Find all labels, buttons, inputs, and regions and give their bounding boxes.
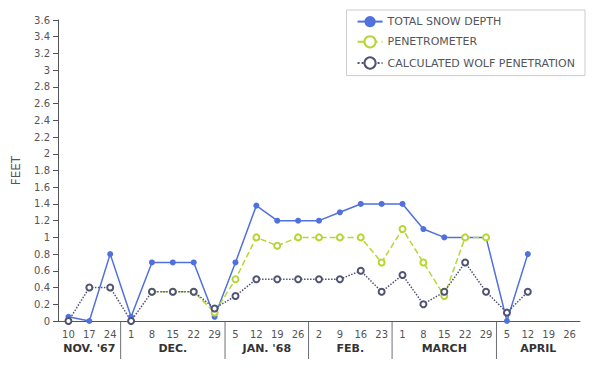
svg-text:CALCULATED WOLF PENETRATION: CALCULATED WOLF PENETRATION bbox=[388, 57, 575, 70]
svg-text:APRIL: APRIL bbox=[520, 342, 556, 355]
svg-text:1.8: 1.8 bbox=[34, 165, 50, 176]
svg-text:MARCH: MARCH bbox=[422, 342, 467, 355]
svg-text:0.2: 0.2 bbox=[34, 299, 50, 310]
svg-text:29: 29 bbox=[480, 329, 493, 340]
svg-text:29: 29 bbox=[208, 329, 221, 340]
svg-text:2.6: 2.6 bbox=[34, 98, 50, 109]
svg-text:3.2: 3.2 bbox=[34, 48, 50, 59]
svg-text:PENETROMETER: PENETROMETER bbox=[388, 35, 478, 48]
svg-text:22: 22 bbox=[187, 329, 200, 340]
svg-text:26: 26 bbox=[563, 329, 576, 340]
svg-text:16: 16 bbox=[354, 329, 367, 340]
svg-text:0.6: 0.6 bbox=[34, 265, 50, 276]
svg-text:1: 1 bbox=[128, 329, 134, 340]
svg-text:24: 24 bbox=[104, 329, 117, 340]
svg-text:19: 19 bbox=[542, 329, 555, 340]
svg-text:2: 2 bbox=[44, 148, 50, 159]
svg-text:26: 26 bbox=[292, 329, 305, 340]
svg-text:0: 0 bbox=[44, 316, 50, 327]
svg-text:NOV. '67: NOV. '67 bbox=[63, 342, 115, 355]
svg-text:3.6: 3.6 bbox=[34, 15, 50, 26]
svg-text:JAN. '68: JAN. '68 bbox=[242, 342, 292, 355]
svg-text:2.2: 2.2 bbox=[34, 132, 50, 143]
svg-text:12: 12 bbox=[250, 329, 263, 340]
svg-text:1.6: 1.6 bbox=[34, 182, 50, 193]
svg-text:2: 2 bbox=[316, 329, 322, 340]
svg-text:17: 17 bbox=[83, 329, 96, 340]
svg-text:1.2: 1.2 bbox=[34, 215, 50, 226]
svg-text:23: 23 bbox=[375, 329, 388, 340]
svg-text:9: 9 bbox=[337, 329, 343, 340]
svg-text:19: 19 bbox=[271, 329, 284, 340]
svg-text:TOTAL SNOW DEPTH: TOTAL SNOW DEPTH bbox=[387, 15, 502, 28]
svg-text:5: 5 bbox=[504, 329, 510, 340]
svg-text:2.8: 2.8 bbox=[34, 81, 50, 92]
svg-text:2.4: 2.4 bbox=[34, 115, 50, 126]
svg-text:5: 5 bbox=[232, 329, 238, 340]
svg-text:FEB.: FEB. bbox=[337, 342, 365, 355]
svg-text:12: 12 bbox=[521, 329, 534, 340]
svg-text:0.4: 0.4 bbox=[34, 282, 50, 293]
svg-text:22: 22 bbox=[459, 329, 472, 340]
svg-text:FEET: FEET bbox=[9, 155, 23, 185]
svg-text:3: 3 bbox=[44, 65, 50, 76]
svg-text:1: 1 bbox=[44, 232, 50, 243]
svg-text:15: 15 bbox=[438, 329, 451, 340]
svg-text:10: 10 bbox=[62, 329, 75, 340]
svg-text:DEC.: DEC. bbox=[158, 342, 187, 355]
svg-text:3.4: 3.4 bbox=[34, 31, 50, 42]
svg-text:1: 1 bbox=[399, 329, 405, 340]
svg-text:8: 8 bbox=[149, 329, 155, 340]
svg-text:8: 8 bbox=[420, 329, 426, 340]
svg-text:0.8: 0.8 bbox=[34, 249, 50, 260]
svg-text:15: 15 bbox=[166, 329, 179, 340]
svg-text:1.4: 1.4 bbox=[34, 198, 50, 209]
